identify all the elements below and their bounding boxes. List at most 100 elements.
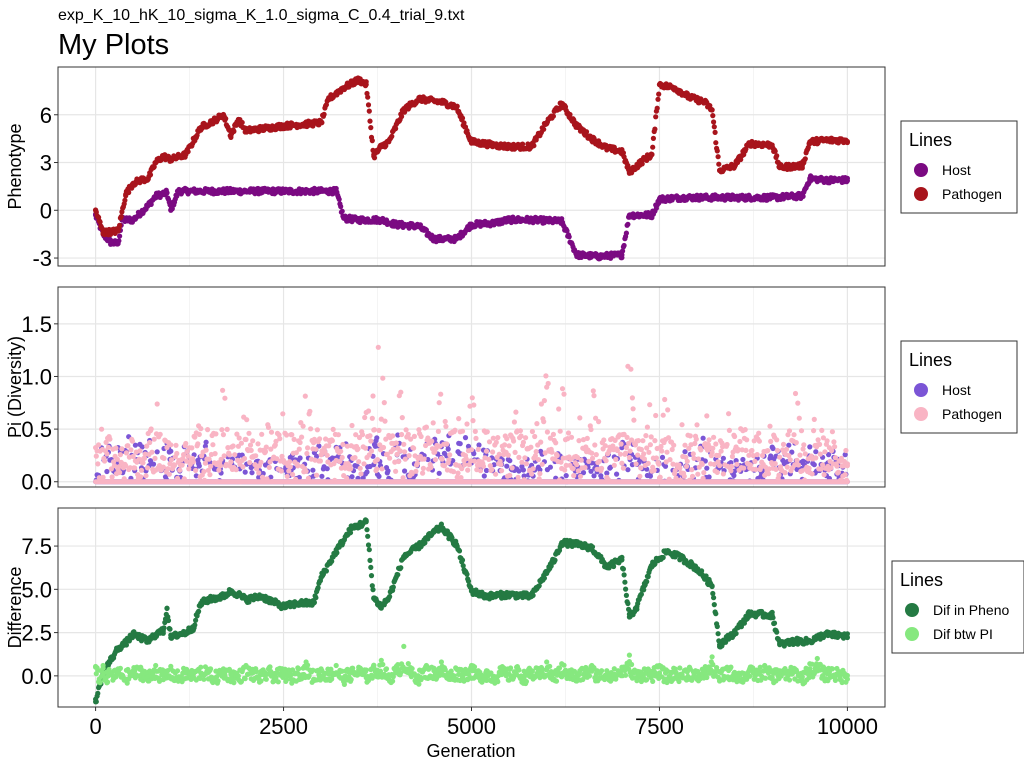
data-point — [483, 593, 490, 599]
data-point — [367, 557, 373, 564]
data-point — [809, 471, 815, 477]
data-point — [664, 449, 670, 455]
data-point — [115, 666, 121, 672]
data-point — [551, 557, 557, 563]
data-point — [469, 395, 475, 401]
data-point — [317, 458, 323, 464]
data-point — [619, 148, 625, 154]
data-point — [151, 436, 157, 442]
data-point — [145, 638, 151, 644]
data-point — [305, 475, 311, 481]
data-point — [341, 215, 347, 221]
data-point — [532, 433, 538, 440]
data-point — [544, 429, 551, 435]
data-point — [835, 469, 842, 475]
data-point — [471, 402, 477, 408]
data-point — [453, 236, 460, 242]
data-point — [771, 620, 778, 626]
data-point — [174, 475, 181, 481]
data-point — [468, 222, 475, 228]
data-point — [198, 600, 204, 606]
data-point — [416, 96, 422, 102]
data-point — [435, 428, 441, 434]
data-point — [677, 477, 684, 483]
data-point — [561, 391, 567, 397]
data-point — [365, 102, 372, 108]
data-point — [556, 406, 562, 412]
data-point — [519, 459, 525, 465]
y-tick-label: -3 — [32, 246, 52, 271]
data-point — [541, 419, 547, 425]
data-point — [743, 447, 749, 453]
data-point — [657, 474, 663, 480]
data-point — [844, 463, 851, 469]
data-point — [161, 455, 167, 461]
data-point — [780, 441, 787, 447]
data-point — [822, 177, 828, 183]
data-point — [491, 220, 497, 226]
data-point — [774, 437, 780, 443]
data-point — [371, 427, 378, 433]
data-point — [149, 449, 155, 455]
data-point — [111, 675, 117, 681]
data-point — [336, 196, 342, 202]
data-point — [220, 666, 226, 672]
data-point — [769, 142, 775, 148]
data-point — [498, 461, 504, 468]
data-point — [310, 467, 316, 473]
data-point — [627, 448, 633, 454]
data-point — [243, 597, 249, 603]
data-point — [431, 529, 437, 535]
data-point — [673, 475, 679, 481]
data-point — [398, 389, 404, 395]
legend-key — [914, 163, 928, 177]
data-point — [332, 477, 338, 483]
data-point — [459, 557, 466, 563]
data-point — [650, 135, 657, 141]
data-point — [416, 543, 422, 549]
data-point — [314, 472, 320, 478]
data-point — [824, 438, 830, 444]
data-point — [769, 194, 775, 201]
data-point — [641, 451, 647, 457]
data-point — [297, 439, 303, 446]
data-point — [104, 680, 110, 686]
data-point — [198, 124, 204, 131]
data-point — [589, 455, 596, 461]
data-point — [774, 447, 781, 454]
data-point — [368, 573, 375, 579]
data-point — [311, 600, 317, 606]
data-point — [256, 470, 262, 476]
data-point — [635, 438, 642, 444]
data-point — [246, 430, 252, 436]
data-point — [99, 426, 105, 432]
data-point — [284, 473, 290, 479]
data-point — [223, 116, 229, 122]
data-point — [641, 583, 648, 589]
data-point — [367, 433, 373, 439]
data-point — [183, 440, 189, 447]
data-point — [318, 574, 324, 580]
data-point — [625, 221, 631, 227]
data-point — [148, 426, 154, 432]
data-point — [333, 188, 339, 194]
data-point — [799, 163, 805, 169]
data-point — [662, 463, 669, 469]
data-point — [490, 435, 496, 441]
data-point — [709, 194, 715, 201]
data-point — [650, 144, 656, 150]
data-point — [620, 248, 626, 254]
data-point — [207, 472, 213, 478]
data-point — [711, 124, 717, 130]
data-point — [138, 664, 144, 670]
data-point — [374, 466, 380, 472]
data-point — [380, 444, 387, 451]
data-point — [196, 608, 202, 615]
data-point — [486, 439, 493, 445]
data-point — [515, 474, 521, 480]
data-point — [638, 465, 644, 471]
data-point — [130, 217, 136, 223]
data-point — [509, 465, 515, 471]
data-point — [108, 478, 114, 485]
data-point — [679, 422, 685, 428]
